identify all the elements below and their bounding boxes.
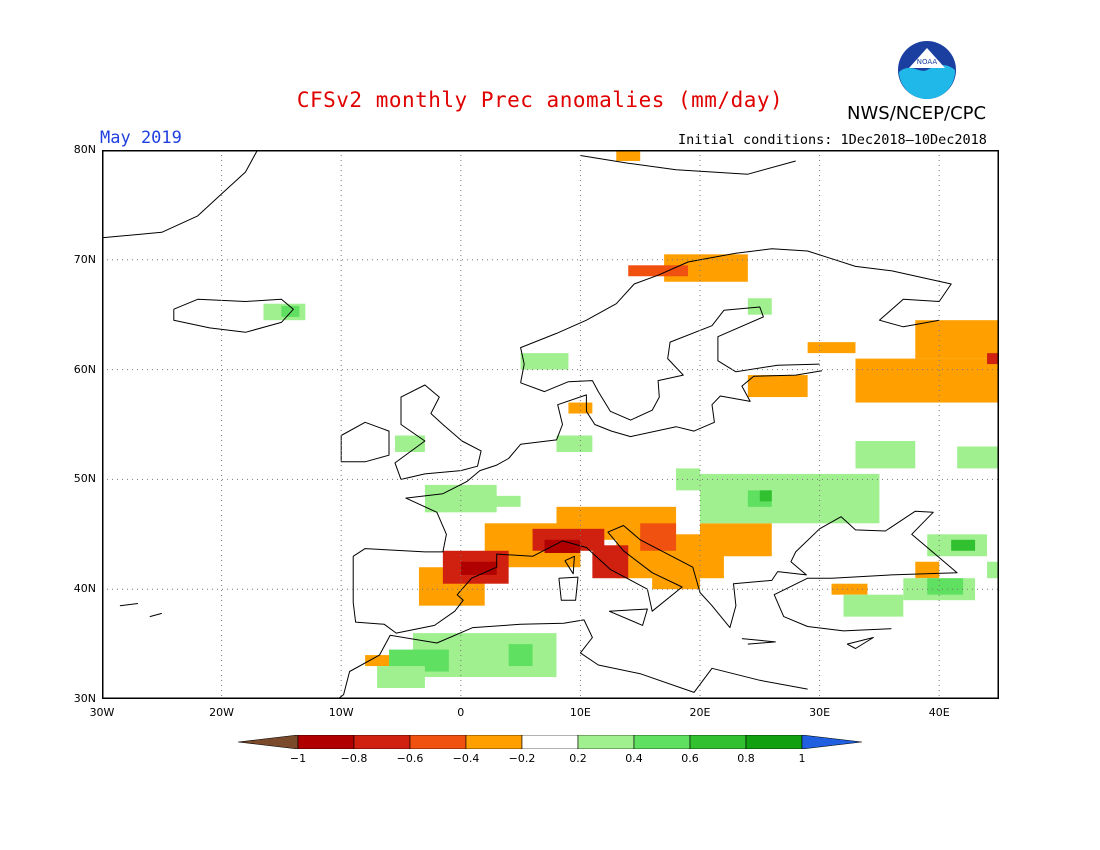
latitude-label: 50N	[73, 472, 96, 486]
colorbar	[238, 735, 862, 749]
colorbar-tick: 0.6	[681, 752, 699, 765]
coastline	[149, 612, 162, 618]
colorbar-tick: −0.8	[340, 752, 368, 765]
colorbar-segment	[409, 735, 467, 749]
anomaly-cell	[652, 567, 700, 590]
anomaly-cell	[951, 539, 976, 551]
coastline	[119, 603, 138, 607]
anomaly-cell	[520, 353, 569, 370]
anomaly-cells	[263, 150, 999, 689]
colorbar-tick: 0.4	[625, 752, 643, 765]
anomaly-cell	[365, 655, 390, 667]
longitude-label: 30W	[89, 706, 115, 719]
colorbar-lower-arrow	[238, 735, 299, 749]
map-title: CFSv2 monthly Prec anomalies (mm/day)	[296, 88, 784, 112]
colorbar-segment	[465, 735, 523, 749]
anomaly-cell	[915, 561, 940, 579]
colorbar-segment	[577, 735, 635, 749]
anomaly-cell	[640, 523, 677, 551]
anomaly-cell	[700, 523, 772, 557]
anomaly-cell	[556, 435, 593, 452]
coastline	[558, 576, 579, 601]
anomaly-cell	[460, 561, 497, 575]
colorbar-segment	[297, 735, 355, 749]
colorbar-segment	[745, 735, 803, 749]
anomaly-cell	[747, 375, 808, 398]
colorbar-segment	[521, 735, 579, 749]
latitude-label: 30N	[73, 692, 96, 705]
colorbar-segment	[633, 735, 691, 749]
noaa-logo-text: NOAA	[917, 58, 938, 66]
agency-label: NWS/NCEP/CPC	[847, 103, 987, 124]
coastline	[741, 638, 776, 645]
latitude-label: 80N	[73, 143, 96, 156]
coastline	[564, 555, 575, 575]
forecast-period: May 2019	[100, 128, 182, 148]
anomaly-cell	[831, 583, 868, 595]
anomaly-cell	[395, 435, 425, 452]
coastline	[608, 608, 648, 626]
longitude-label: 0	[457, 706, 465, 719]
anomaly-cell	[508, 644, 533, 667]
anomaly-cell	[281, 305, 300, 317]
graticule	[102, 150, 999, 699]
longitude-label: 30E	[809, 706, 831, 719]
colorbar-tick: 1	[798, 752, 806, 765]
latitude-label: 60N	[73, 362, 96, 376]
anomaly-cell	[759, 490, 772, 502]
coastline	[846, 637, 874, 649]
coastline	[520, 306, 820, 421]
coastlines	[102, 150, 958, 699]
anomaly-cell	[927, 578, 964, 595]
longitude-label: 40E	[928, 706, 950, 719]
colorbar-upper-arrow	[801, 735, 862, 749]
anomaly-cell	[700, 473, 880, 524]
anomaly-cell	[628, 265, 689, 277]
coastline	[340, 421, 390, 463]
coastline	[520, 248, 952, 383]
anomaly-cell	[544, 539, 581, 553]
anomaly-cell	[843, 594, 904, 617]
noaa-logo: NOAA	[898, 41, 956, 100]
colorbar-segment	[689, 735, 747, 749]
anomaly-cell	[472, 495, 521, 507]
coastline	[580, 155, 796, 175]
latitude-label: 40N	[73, 582, 96, 596]
longitude-label: 20E	[689, 706, 711, 719]
anomaly-cell	[377, 666, 425, 689]
colorbar-tick: −0.4	[452, 752, 480, 765]
colorbar-tick: 0.8	[737, 752, 755, 765]
anomaly-cell	[915, 320, 999, 359]
coastline	[352, 370, 823, 557]
coastline	[337, 619, 808, 699]
longitude-label: 10E	[569, 706, 591, 719]
anomaly-cell	[855, 440, 916, 469]
colorbar-tick: −0.6	[396, 752, 424, 765]
longitude-label: 20W	[209, 706, 235, 719]
colorbar-tick: 0.2	[569, 752, 587, 765]
anomaly-cell	[676, 468, 700, 491]
anomaly-cell	[957, 446, 999, 469]
anomaly-cell	[987, 353, 999, 365]
map-frame	[102, 150, 999, 699]
colorbar-tick: −1	[289, 752, 307, 765]
anomaly-cell	[807, 342, 856, 354]
colorbar-tick: −0.2	[508, 752, 536, 765]
coastline	[102, 150, 258, 239]
longitude-label: 10W	[328, 706, 354, 719]
anomaly-cell	[987, 561, 999, 579]
anomaly-cell	[592, 545, 629, 579]
latitude-label: 70N	[73, 252, 96, 266]
anomaly-cell	[855, 358, 999, 403]
map-border	[102, 150, 999, 699]
anomaly-cell	[568, 402, 593, 414]
colorbar-segment	[353, 735, 411, 749]
anomaly-cell	[747, 298, 772, 315]
initial-conditions: Initial conditions: 1Dec2018–10Dec2018	[678, 132, 987, 148]
coastline	[394, 384, 482, 480]
anomaly-cell	[616, 150, 641, 161]
